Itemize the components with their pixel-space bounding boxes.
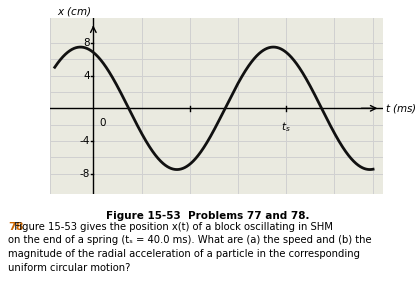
Text: $x$ (cm): $x$ (cm): [57, 6, 92, 18]
Text: -8: -8: [79, 168, 90, 179]
Text: 4: 4: [83, 71, 90, 81]
Text: 8: 8: [83, 38, 90, 48]
Text: Figure 15-53  Problems 77 and 78.: Figure 15-53 Problems 77 and 78.: [106, 211, 310, 221]
Text: Figure 15-53 gives the position x(t) of a block oscillating in SHM
on the end of: Figure 15-53 gives the position x(t) of …: [8, 222, 372, 273]
Text: 78: 78: [8, 222, 24, 232]
Text: 0: 0: [99, 118, 106, 128]
Text: -4: -4: [79, 136, 90, 146]
Text: $t$ (ms): $t$ (ms): [385, 102, 416, 115]
Text: $t_s$: $t_s$: [281, 120, 291, 134]
